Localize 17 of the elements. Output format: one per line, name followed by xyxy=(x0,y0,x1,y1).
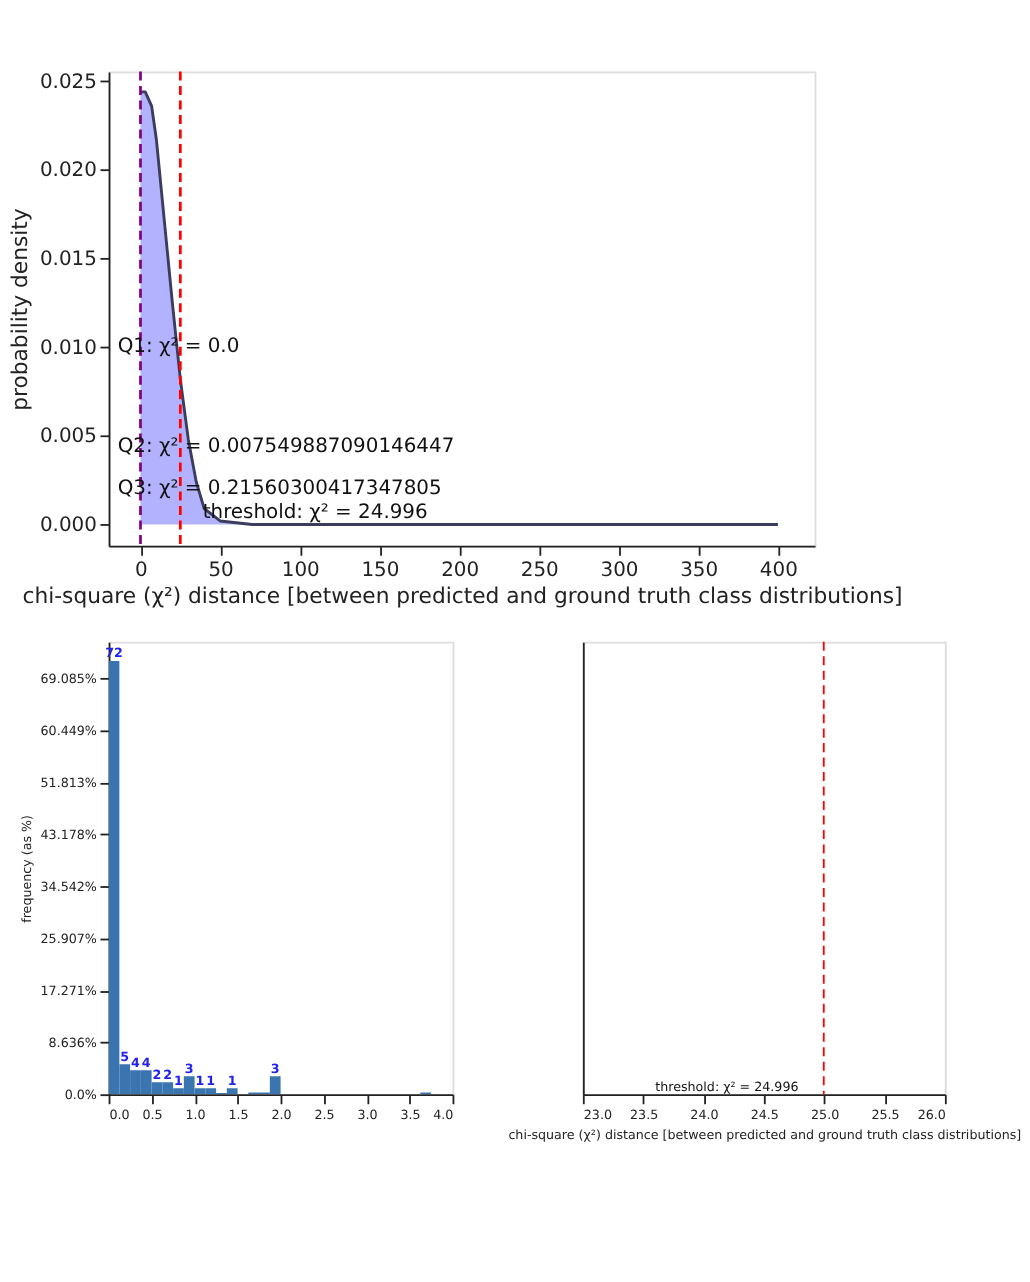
x-tick-label: 350 xyxy=(680,559,719,582)
y-tick-label: 0.025 xyxy=(39,71,97,94)
x-tick-label: 400 xyxy=(759,559,798,582)
x-tick-label: 300 xyxy=(600,559,639,582)
y-axis-title: probability density xyxy=(7,207,34,411)
x-tick-label: 150 xyxy=(361,559,400,582)
y-tick-label: 0.005 xyxy=(39,426,97,449)
x-tick-label: 0 xyxy=(135,559,148,582)
x-axis-title: chi-square (χ²) distance [between predicted and ground truth class distributions] xyxy=(22,582,903,609)
x-tick-label: 250 xyxy=(520,559,559,582)
y-tick-label: 0.015 xyxy=(39,248,97,271)
y-tick-label: 0.000 xyxy=(39,514,97,537)
x-tick-label: 200 xyxy=(441,559,480,582)
x-tick-label: 50 xyxy=(208,559,234,582)
x-tick-label: 100 xyxy=(281,559,320,582)
y-tick-label: 0.010 xyxy=(39,337,97,360)
y-tick-label: 0.020 xyxy=(39,160,97,183)
